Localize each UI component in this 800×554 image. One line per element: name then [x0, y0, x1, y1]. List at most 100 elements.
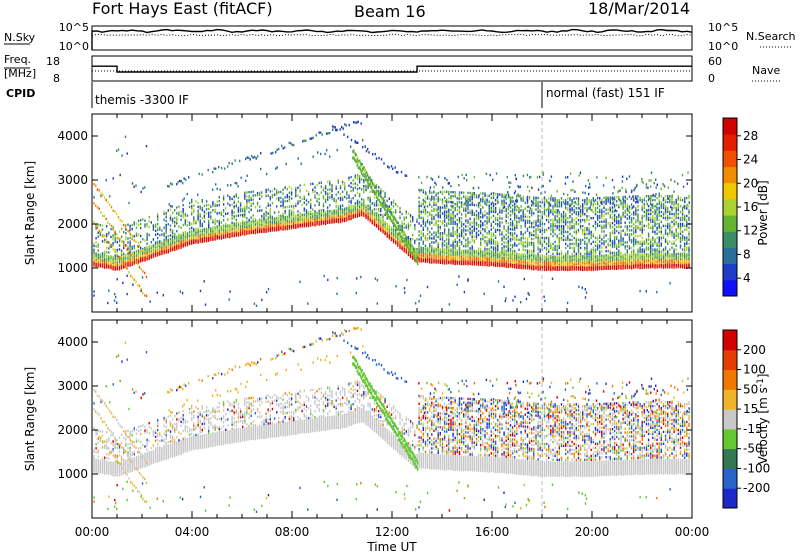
power-cell — [316, 211, 318, 214]
power-cell — [503, 195, 505, 199]
power-cell — [254, 219, 257, 222]
power-cell — [378, 207, 380, 211]
power-cell — [465, 229, 467, 232]
power-cell — [482, 192, 484, 195]
power-cell — [165, 250, 167, 253]
power-cell — [267, 204, 269, 207]
power-cell — [420, 230, 422, 233]
power-cell — [375, 204, 378, 207]
power-cell — [335, 185, 337, 188]
power-cell — [108, 233, 110, 236]
power-cell — [573, 205, 575, 208]
power-cell — [490, 240, 492, 243]
power-cell — [106, 235, 108, 238]
power-cell — [486, 264, 488, 267]
power-cell — [144, 259, 146, 262]
power-cell — [494, 208, 497, 212]
power-cell — [471, 225, 473, 228]
power-cell — [507, 262, 509, 266]
power-cell — [448, 214, 450, 217]
power-cell — [142, 252, 144, 255]
power-cell — [490, 224, 492, 227]
power-cell — [227, 234, 229, 237]
power-cell — [630, 246, 633, 250]
power-cell — [475, 237, 478, 240]
power-cell — [222, 234, 225, 237]
power-cell — [509, 231, 512, 235]
power-cell — [537, 246, 539, 249]
power-cell — [465, 225, 467, 228]
freq-label: Freq. — [4, 53, 31, 66]
power-cell — [186, 236, 189, 239]
power-cell — [169, 218, 172, 221]
power-cell — [562, 211, 565, 214]
power-cell — [101, 255, 104, 258]
power-cell — [467, 203, 469, 206]
power-cell — [497, 218, 499, 222]
nsearch-series-line — [91, 33, 693, 37]
power-cell — [630, 259, 633, 262]
power-cell — [424, 224, 427, 228]
power-cell — [607, 267, 609, 270]
power-cell — [471, 195, 473, 199]
power-cell — [522, 256, 524, 259]
power-cell — [254, 222, 257, 225]
power-cell — [533, 247, 535, 251]
power-cell — [252, 227, 254, 230]
power-cell — [131, 262, 133, 265]
power-cell — [577, 268, 580, 271]
power-cell — [188, 223, 191, 226]
power-cell — [199, 236, 201, 240]
power-cell — [278, 210, 280, 214]
power-cell — [231, 229, 233, 232]
power-cell — [422, 259, 424, 263]
power-cell — [169, 214, 172, 217]
power-cell — [201, 206, 203, 210]
power-cell — [418, 238, 420, 241]
power-cell — [482, 228, 484, 231]
power-cell — [533, 245, 535, 249]
power-cell — [205, 229, 208, 232]
power-cell — [441, 198, 444, 201]
power-cell — [244, 231, 246, 234]
power-cell — [293, 223, 295, 226]
power-cell — [452, 210, 454, 214]
power-cell — [441, 222, 444, 225]
power-cell — [407, 224, 410, 227]
power-cell — [327, 196, 329, 199]
power-cell — [216, 220, 218, 223]
power-cell — [424, 234, 427, 238]
power-cell — [477, 202, 480, 205]
power-cell — [473, 229, 475, 232]
power-cell — [327, 194, 329, 197]
power-cell — [537, 260, 539, 264]
power-cell — [477, 223, 480, 227]
power-cell — [429, 258, 431, 261]
power-cell — [482, 263, 484, 267]
power-cell — [429, 247, 431, 250]
power-cell — [579, 218, 582, 222]
power-cell — [331, 215, 333, 219]
power-cell — [562, 259, 565, 262]
power-cell — [565, 220, 567, 224]
power-cell — [473, 260, 475, 263]
power-cell — [494, 218, 497, 222]
power-cell — [545, 258, 548, 261]
power-cell — [626, 253, 628, 256]
power-cell — [618, 215, 620, 219]
power-cell — [324, 192, 327, 196]
power-cell — [448, 238, 450, 241]
power-cell — [624, 195, 626, 199]
power-cell — [567, 230, 569, 234]
power-cell — [531, 237, 533, 241]
power-cell — [584, 248, 586, 251]
power-cell — [358, 213, 361, 216]
power-cell — [356, 210, 359, 213]
power-cell — [607, 242, 609, 245]
power-cell — [248, 199, 250, 202]
power-cell — [235, 202, 237, 206]
power-cell — [282, 220, 284, 223]
power-cell — [626, 249, 628, 252]
power-cell — [303, 183, 305, 187]
power-cell — [203, 238, 206, 242]
